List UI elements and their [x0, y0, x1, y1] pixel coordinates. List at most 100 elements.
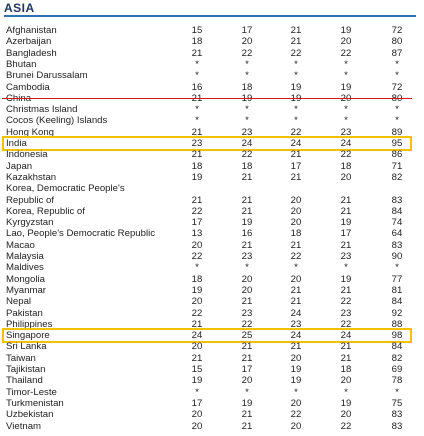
score-cell: *: [344, 262, 348, 274]
score-cell: *: [395, 262, 399, 274]
score-cell: 24: [290, 330, 302, 342]
score-cell: 21: [340, 205, 352, 217]
country-name: Macao: [6, 239, 35, 251]
country-name: Bhutan: [6, 58, 37, 70]
score-cell: 22: [241, 149, 253, 161]
row-highlight: [2, 136, 412, 151]
score-cell: 21: [290, 25, 302, 36]
score-cell: 21: [241, 194, 253, 206]
score-cell: *: [294, 104, 298, 116]
score-cell: 22: [340, 318, 352, 330]
score-cell: 20: [191, 341, 203, 353]
score-cell: 18: [340, 364, 352, 375]
score-cell: 15: [191, 364, 203, 375]
score-cell: 19: [340, 397, 352, 409]
score-cell: 88: [391, 318, 403, 330]
score-cell: 24: [290, 138, 302, 149]
score-cell: 20: [191, 409, 203, 421]
score-cell: 18: [191, 36, 203, 48]
score-cell: 21: [241, 420, 253, 432]
score-cell: 21: [241, 171, 253, 183]
country-name: Cocos (Keeling) Islands: [6, 115, 108, 127]
score-cell: *: [195, 262, 199, 274]
country-name: Vietnam: [6, 420, 42, 432]
score-cell: *: [245, 58, 249, 70]
country-name: Indonesia: [6, 149, 48, 161]
score-cell: 21: [340, 352, 352, 364]
score-cell: 18: [241, 81, 253, 93]
score-cell: 17: [241, 364, 253, 375]
country-name: Japan: [6, 160, 33, 172]
country-name: Cambodia: [6, 81, 50, 93]
score-cell: 20: [340, 409, 352, 421]
score-cell: 77: [391, 273, 403, 285]
score-cell: 20: [340, 375, 352, 387]
score-cell: *: [245, 115, 249, 127]
score-cell: 21: [241, 296, 253, 308]
score-cell: 18: [191, 273, 203, 285]
score-cell: 22: [290, 409, 302, 421]
score-cell: 20: [340, 171, 352, 183]
score-cell: 22: [290, 251, 302, 262]
score-cell: 25: [241, 330, 253, 342]
country-name: Kazakhstan: [6, 171, 57, 183]
score-cell: 23: [340, 251, 352, 262]
score-cell: 17: [290, 160, 302, 172]
score-cell: 20: [191, 239, 203, 251]
country-name: Malaysia: [6, 251, 44, 262]
score-cell: 20: [290, 273, 302, 285]
score-cell: 95: [391, 138, 403, 149]
score-cell: 82: [391, 171, 403, 183]
score-cell: 19: [290, 81, 302, 93]
score-cell: 21: [340, 194, 352, 206]
score-cell: 83: [391, 420, 403, 432]
score-cell: 81: [391, 284, 403, 296]
score-cell: *: [395, 386, 399, 398]
score-cell: 17: [191, 217, 203, 229]
score-cell: *: [395, 104, 399, 116]
score-cell: 15: [191, 25, 203, 36]
country-name: Brunei Darussalam: [6, 70, 88, 82]
score-cell: 24: [340, 330, 352, 342]
score-cell: 24: [340, 138, 352, 149]
score-cell: 21: [340, 341, 352, 353]
score-cell: 22: [290, 47, 302, 59]
country-name: Taiwan: [6, 352, 36, 364]
score-cell: 23: [290, 318, 302, 330]
score-cell: 19: [191, 375, 203, 387]
score-cell: 24: [191, 330, 203, 342]
score-cell: 23: [191, 138, 203, 149]
country-name: Republic of: [6, 194, 54, 206]
score-cell: 22: [241, 318, 253, 330]
score-cell: 21: [191, 149, 203, 161]
score-cell: *: [245, 104, 249, 116]
score-cell: 19: [340, 217, 352, 229]
score-cell: 98: [391, 330, 403, 342]
country-name: Afghanistan: [6, 25, 57, 36]
score-cell: 21: [340, 239, 352, 251]
score-cell: 22: [290, 126, 302, 138]
score-cell: 21: [340, 284, 352, 296]
score-cell: 20: [241, 36, 253, 48]
country-name: Christmas Island: [6, 104, 78, 116]
score-cell: 75: [391, 397, 403, 409]
country-name: Uzbekistan: [6, 409, 54, 421]
score-cell: 20: [241, 375, 253, 387]
score-cell: 23: [241, 251, 253, 262]
score-cell: 20: [191, 420, 203, 432]
score-cell: 22: [340, 47, 352, 59]
score-cell: 21: [191, 126, 203, 138]
score-cell: 18: [241, 160, 253, 172]
score-cell: 19: [241, 397, 253, 409]
score-cell: 20: [290, 397, 302, 409]
score-cell: 21: [191, 352, 203, 364]
score-cell: 78: [391, 375, 403, 387]
country-name: Azerbaijan: [6, 36, 52, 48]
country-name: Bangladesh: [6, 47, 57, 59]
score-cell: 23: [340, 126, 352, 138]
score-cell: 20: [241, 284, 253, 296]
score-cell: 19: [290, 364, 302, 375]
country-name: Lao, People's Democratic Republic: [6, 228, 156, 240]
score-cell: 20: [340, 36, 352, 48]
score-cell: 22: [191, 307, 203, 319]
